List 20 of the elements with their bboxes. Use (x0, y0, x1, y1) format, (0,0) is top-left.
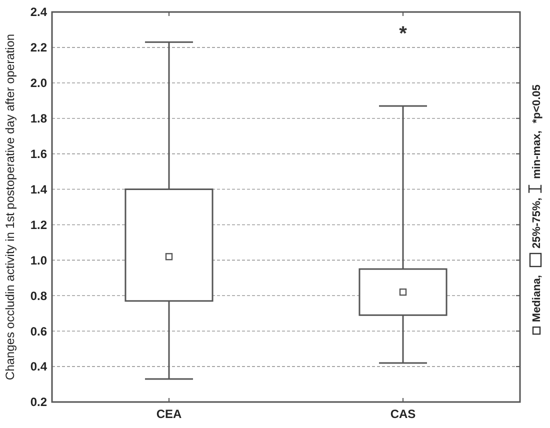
y-tick-label: 1.4 (30, 182, 48, 196)
x-tick-label: CAS (390, 407, 416, 421)
y-axis-title: Changes occludin activity in 1st postoperative day after operation (3, 34, 17, 380)
y-tick-label: 1.2 (30, 218, 48, 232)
text: 25%-75%, (531, 198, 543, 248)
y-tick-label: 1.0 (30, 253, 48, 268)
y-tick-label: 2.4 (30, 5, 48, 20)
y-tick-label: 0.2 (30, 395, 48, 410)
y-tick-label: 0.6 (30, 324, 48, 338)
x-tick-label: CEA (156, 407, 182, 421)
y-tick-label: 0.8 (30, 288, 48, 303)
y-tick-label: 2.2 (30, 40, 48, 55)
text: Mediana, (531, 275, 543, 322)
y-tick-label: 1.8 (30, 112, 48, 126)
y-tick-label: 1.6 (30, 147, 48, 162)
text: min-max, (531, 130, 543, 179)
annotation: * (399, 23, 408, 45)
text: *p<0.05 (531, 84, 543, 124)
y-tick-label: 2.0 (30, 76, 48, 90)
y-tick-label: 0.4 (30, 360, 48, 374)
